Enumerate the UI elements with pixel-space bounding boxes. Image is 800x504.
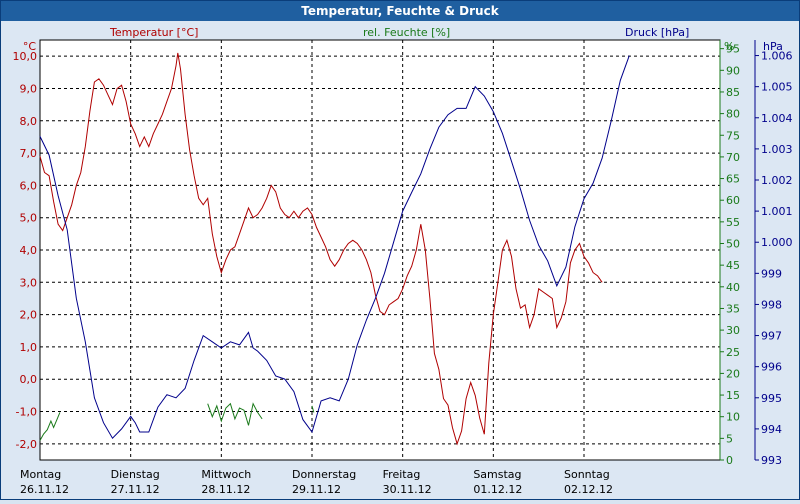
- humidity-tick-label: 70: [726, 151, 740, 164]
- humidity-tick-label: 65: [726, 173, 740, 186]
- x-date-label: 02.12.12: [564, 483, 613, 496]
- x-date-label: 26.11.12: [20, 483, 69, 496]
- temp-legend: Temperatur [°C]: [109, 26, 198, 39]
- pressure-tick-label: 1.005: [761, 81, 793, 94]
- pressure-unit-label: hPa: [763, 40, 783, 53]
- humidity-tick-label: 15: [726, 389, 740, 402]
- pressure-series-line: [39, 55, 630, 440]
- humidity-tick-label: 40: [726, 281, 740, 294]
- temp-unit-label: °C: [23, 40, 37, 53]
- temp-tick-label: 9,0: [20, 82, 38, 95]
- humidity-series-line: [311, 405, 315, 413]
- temp-tick-label: 2,0: [20, 309, 38, 322]
- x-date-label: 30.11.12: [383, 483, 432, 496]
- temp-tick-label: 6,0: [20, 179, 38, 192]
- x-date-label: 28.11.12: [201, 483, 250, 496]
- x-date-label: 29.11.12: [292, 483, 341, 496]
- humidity-tick-label: 5: [726, 432, 733, 445]
- humidity-tick-label: 45: [726, 259, 740, 272]
- temp-tick-label: -1,0: [16, 406, 37, 419]
- pressure-tick-label: 996: [761, 361, 782, 374]
- temp-tick-label: -2,0: [16, 438, 37, 451]
- humidity-tick-label: 20: [726, 367, 740, 380]
- temp-tick-label: 1,0: [20, 341, 38, 354]
- humidity-tick-label: 25: [726, 346, 740, 359]
- x-day-label: Dienstag: [111, 468, 160, 481]
- x-date-label: 01.12.12: [473, 483, 522, 496]
- pressure-tick-label: 1.006: [761, 50, 793, 63]
- x-day-label: Samstag: [473, 468, 521, 481]
- pressure-tick-label: 1.000: [761, 236, 793, 249]
- x-date-label: 27.11.12: [111, 483, 160, 496]
- humidity-tick-label: 30: [726, 324, 740, 337]
- humidity-tick-label: 35: [726, 302, 740, 315]
- pressure-tick-label: 1.003: [761, 143, 793, 156]
- pressure-tick-label: 999: [761, 267, 782, 280]
- humidity-tick-label: 60: [726, 194, 740, 207]
- temp-tick-label: 8,0: [20, 115, 38, 128]
- pressure-tick-label: 997: [761, 330, 782, 343]
- temp-tick-label: 0,0: [20, 373, 38, 386]
- temp-tick-label: 5,0: [20, 212, 38, 225]
- humidity-unit-label: %: [724, 40, 734, 53]
- temp-tick-label: 10,0: [13, 50, 38, 63]
- humidity-tick-label: 90: [726, 64, 740, 77]
- humidity-tick-label: 80: [726, 108, 740, 121]
- chart-title: Temperatur, Feuchte & Druck: [1, 1, 799, 21]
- x-day-label: Freitag: [383, 468, 421, 481]
- pressure-tick-label: 1.004: [761, 112, 793, 125]
- x-day-label: Montag: [20, 468, 61, 481]
- humidity-tick-label: 95: [726, 43, 740, 56]
- humidity-legend: rel. Feuchte [%]: [363, 26, 450, 39]
- humidity-tick-label: 55: [726, 216, 740, 229]
- temp-tick-label: 7,0: [20, 147, 38, 160]
- humidity-tick-label: 10: [726, 411, 740, 424]
- humidity-tick-label: 85: [726, 86, 740, 99]
- x-day-label: Donnerstag: [292, 468, 356, 481]
- temperature-series-line: [39, 52, 603, 446]
- temp-tick-label: 4,0: [20, 244, 38, 257]
- pressure-tick-label: 993: [761, 454, 782, 467]
- pressure-tick-label: 995: [761, 392, 782, 405]
- x-day-label: Mittwoch: [201, 468, 251, 481]
- pressure-legend: Druck [hPa]: [625, 26, 689, 39]
- pressure-tick-label: 1.002: [761, 174, 793, 187]
- humidity-tick-label: 50: [726, 238, 740, 251]
- pressure-tick-label: 994: [761, 423, 782, 436]
- humidity-tick-label: 0: [726, 454, 733, 467]
- x-day-label: Sonntag: [564, 468, 610, 481]
- temp-tick-label: 3,0: [20, 276, 38, 289]
- humidity-tick-label: 75: [726, 129, 740, 142]
- pressure-tick-label: 998: [761, 298, 782, 311]
- humidity-series-line: [207, 402, 263, 426]
- pressure-tick-label: 1.001: [761, 205, 793, 218]
- humidity-series-line: [39, 412, 61, 441]
